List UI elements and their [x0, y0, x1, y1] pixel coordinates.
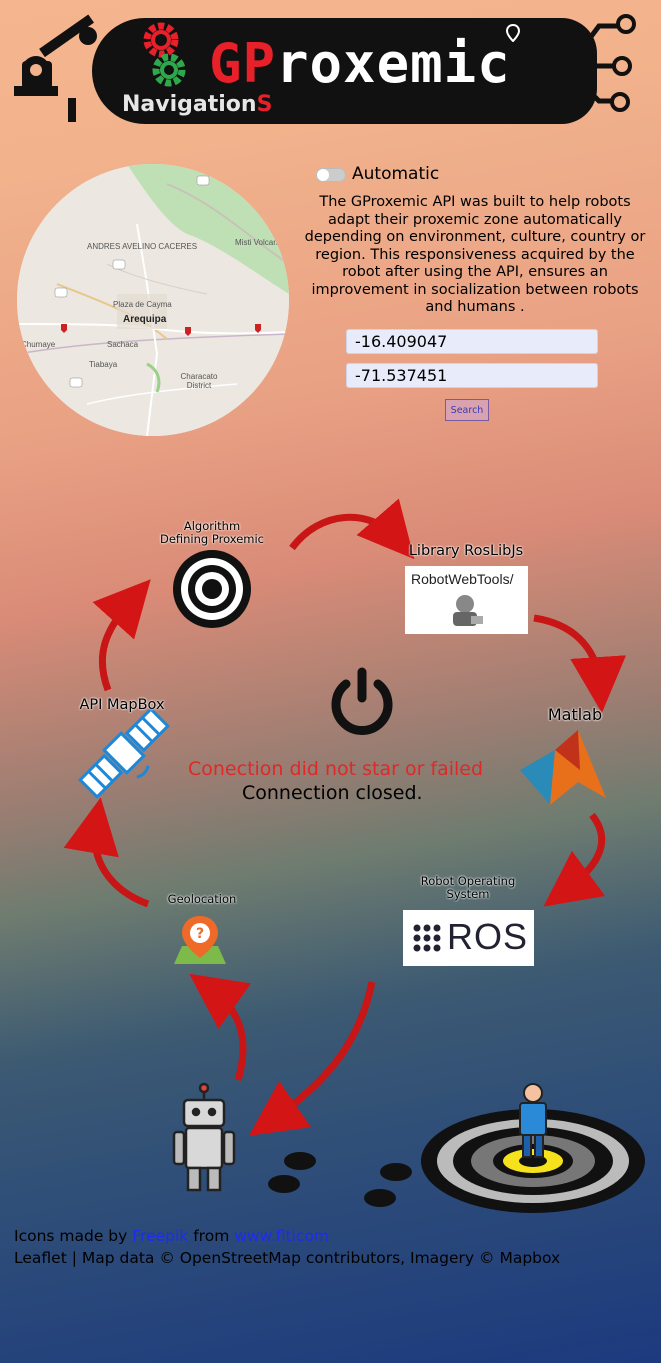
map-label-misti: Misti Volcano — [235, 238, 283, 247]
robotwebtools-logo: RobotWebTools/ — [405, 566, 528, 634]
robot-arm-icon — [14, 14, 636, 122]
algorithm-label: Algorithm Defining Proxemic — [159, 519, 265, 546]
ros-dots-icon — [413, 924, 441, 952]
matlab-icon — [520, 730, 606, 805]
ros-logo: ROS — [403, 910, 534, 966]
ros-system-label: Robot Operating System — [420, 874, 516, 901]
map-label-plaza: Plaza de Cayma — [113, 300, 172, 309]
location-pin-icon — [506, 24, 520, 42]
connection-status-text: Connection closed. — [242, 782, 423, 804]
target-icon — [173, 550, 251, 628]
automatic-toggle-label: Automatic — [352, 164, 440, 184]
map-label-sachaca: Sachaca — [107, 340, 139, 349]
app-logo: GProxemic NavigationS — [14, 6, 654, 126]
freepik-link[interactable]: Freepik — [132, 1227, 189, 1245]
map-label-characato: Characato District — [180, 372, 218, 390]
robot-icon — [172, 1082, 236, 1192]
longitude-input[interactable] — [346, 363, 598, 388]
latitude-input[interactable] — [346, 329, 598, 354]
flaticon-link[interactable]: www.flticom — [234, 1227, 330, 1245]
leaflet-credit-line: Leaflet | Map data © OpenStreetMap contr… — [14, 1249, 561, 1267]
app-subtitle: NavigationS — [122, 92, 273, 117]
proxemic-cycle-diagram: ? — [63, 498, 645, 1213]
matlab-label: Matlab — [547, 705, 603, 724]
credit-prefix: Icons made by — [14, 1227, 128, 1245]
robot-head-icon — [453, 595, 483, 626]
map-view[interactable]: ANDRES AVELINO CACERES Misti Volcano Pla… — [17, 164, 289, 436]
robotwebtools-text: RobotWebTools/ — [411, 571, 514, 587]
svg-text:?: ? — [196, 926, 204, 942]
credit-from: from — [193, 1227, 230, 1245]
api-description: The GProxemic API was built to help robo… — [304, 194, 646, 315]
arrow-icon — [63, 498, 627, 1136]
map-label-tiabaya: Tiabaya — [89, 360, 118, 369]
power-icon — [331, 667, 393, 735]
library-label: Library RosLibJs — [408, 543, 524, 559]
person-on-target-icon — [421, 1083, 645, 1213]
automatic-toggle[interactable] — [316, 168, 346, 182]
search-button[interactable]: Search — [445, 399, 489, 421]
geolocation-label: Geolocation — [167, 892, 237, 906]
satellite-icon — [78, 707, 170, 799]
credits: Icons made by Freepik from www.flticom L… — [14, 1225, 560, 1269]
connection-error-text: Conection did not star or failed — [188, 758, 484, 780]
toggle-knob — [317, 169, 329, 181]
footprints-icon — [268, 1152, 412, 1207]
ros-text: ROS — [447, 916, 529, 957]
gear-icon — [143, 22, 186, 87]
app-title: GProxemic — [209, 32, 511, 95]
map-label-city: Arequipa — [123, 314, 167, 325]
map-tiles[interactable] — [17, 164, 289, 436]
icons-credit-line: Icons made by Freepik from www.flticom — [14, 1225, 560, 1247]
mapbox-label: API MapBox — [79, 697, 165, 713]
map-label-andres: ANDRES AVELINO CACERES — [87, 242, 198, 251]
location-pin-icon: ? — [174, 916, 226, 964]
map-label-chumaye: Chumaye — [21, 340, 56, 349]
